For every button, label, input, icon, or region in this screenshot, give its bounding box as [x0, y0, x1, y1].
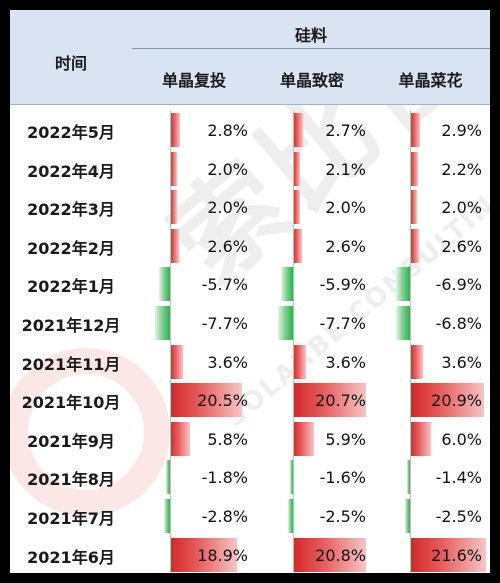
row-label: 2021年8月 [27, 470, 115, 490]
cell-value: -2.8% [201, 507, 248, 526]
cell-value: -1.8% [201, 468, 248, 488]
cell-value: -2.5% [319, 507, 366, 526]
cell-value: -5.9% [319, 275, 366, 295]
cell-value: -5.7% [201, 275, 248, 295]
cell-value: 2.1% [325, 159, 366, 179]
data-bar [170, 190, 178, 225]
cell-value: -7.7% [201, 314, 248, 333]
data-bar [288, 499, 293, 533]
data-bar [405, 499, 410, 533]
cell-value: -1.6% [319, 468, 366, 488]
data-bar [410, 151, 418, 186]
data-bar [170, 344, 183, 379]
row-label: 2022年1月 [27, 277, 115, 297]
data-bar [170, 383, 243, 418]
cell-value: 2.7% [325, 121, 366, 140]
cell-value: 2.8% [207, 121, 248, 140]
data-bar [396, 306, 410, 340]
data-bar [407, 460, 410, 495]
data-bar [396, 267, 410, 302]
data-bar [410, 113, 421, 147]
cell-value: 20.5% [197, 391, 248, 411]
column-header-recharge: 单晶复投 [161, 71, 226, 90]
data-bar [293, 344, 306, 379]
row-label: 2021年11月 [21, 354, 121, 374]
data-bar [170, 151, 178, 186]
data-bar [166, 460, 170, 495]
header-bottom-border [10, 104, 490, 105]
row-label: 2021年12月 [21, 316, 121, 335]
data-bar [289, 460, 293, 495]
cell-value: 21.6% [431, 545, 482, 565]
data-bar [293, 151, 301, 186]
cell-value: 5.9% [325, 429, 366, 449]
cell-value: 2.6% [325, 236, 366, 256]
row-label: 2021年6月 [27, 547, 115, 567]
cell-value: 20.7% [315, 391, 366, 411]
cell-value: 2.6% [441, 236, 482, 256]
cell-value: 2.2% [441, 159, 482, 179]
row-label: 2022年5月 [27, 123, 115, 142]
data-bar [410, 190, 418, 225]
row-label: 2022年2月 [27, 238, 115, 258]
data-bar [281, 267, 293, 302]
data-bar [410, 228, 420, 263]
row-label: 2021年10月 [21, 393, 121, 413]
data-bar [158, 267, 170, 302]
bar-zero-axis [170, 111, 171, 573]
header-divider [132, 48, 490, 49]
cell-value: 20.9% [431, 391, 482, 411]
data-bar [410, 344, 423, 379]
cell-value: 2.6% [207, 236, 248, 256]
data-table-panel: 索比咨询 SOLARBE CONSULTING 时间 硅料 单晶复投 单晶致密 … [10, 10, 490, 573]
data-bar [170, 113, 180, 147]
silicon-group-header: 硅料 [294, 26, 327, 45]
data-bar [293, 113, 303, 147]
cell-value: 20.8% [315, 545, 366, 565]
data-bar [154, 306, 170, 340]
data-bar [293, 190, 301, 225]
bar-zero-axis [293, 111, 294, 573]
column-header-dense: 单晶致密 [279, 71, 344, 90]
cell-value: 3.6% [325, 352, 366, 372]
cell-value: -1.4% [435, 468, 482, 488]
row-label: 2022年3月 [27, 200, 115, 220]
cell-value: 5.8% [207, 429, 248, 449]
data-bar [293, 383, 366, 418]
table-header: 时间 硅料 单晶复投 单晶致密 单晶菜花 [10, 10, 490, 105]
cell-value: 2.0% [207, 198, 248, 218]
time-column-header: 时间 [54, 54, 87, 73]
cell-value: 2.0% [207, 159, 248, 179]
data-bar [410, 421, 432, 456]
data-bar [410, 383, 484, 418]
cell-value: -6.8% [435, 314, 482, 333]
data-bar [170, 537, 237, 572]
data-bar [170, 228, 180, 263]
cell-value: -6.9% [435, 275, 482, 295]
data-bar [410, 537, 486, 572]
data-bar [164, 499, 170, 533]
row-label: 2022年4月 [27, 161, 115, 181]
cell-value: 18.9% [197, 545, 248, 565]
cell-value: 2.0% [441, 198, 482, 218]
cell-value: -2.5% [435, 507, 482, 526]
cell-value: -7.7% [319, 314, 366, 333]
column-header-cauliflower: 单晶菜花 [398, 71, 463, 90]
cell-value: 6.0% [441, 429, 482, 449]
row-label: 2021年7月 [27, 509, 115, 528]
cell-value: 3.6% [441, 352, 482, 372]
cell-value: 2.0% [325, 198, 366, 218]
data-bar [293, 421, 314, 456]
cell-value: 3.6% [207, 352, 248, 372]
data-bar [170, 421, 191, 456]
bar-zero-axis [410, 111, 411, 573]
data-bar [277, 306, 293, 340]
cell-value: 2.9% [441, 121, 482, 140]
data-bar [293, 228, 303, 263]
data-bar [293, 537, 367, 572]
row-label: 2021年9月 [27, 431, 115, 451]
